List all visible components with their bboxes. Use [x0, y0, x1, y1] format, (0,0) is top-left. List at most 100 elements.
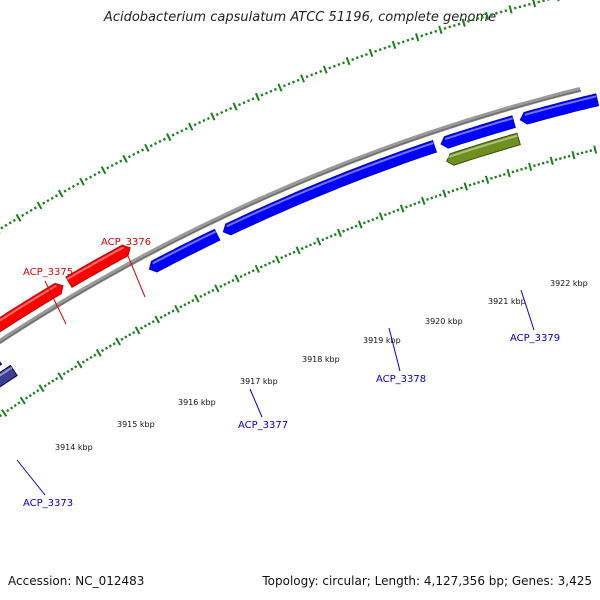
minor-tick — [143, 324, 147, 328]
major-tick — [79, 177, 85, 186]
major-tick — [421, 196, 426, 206]
backbone-shadow — [0, 89, 581, 344]
scale-label: 3919 kbp — [363, 336, 401, 345]
minor-tick — [355, 56, 359, 60]
minor-tick — [247, 271, 251, 275]
minor-tick — [313, 241, 317, 245]
minor-tick — [447, 190, 451, 194]
minor-tick — [247, 99, 250, 103]
minor-tick — [448, 25, 452, 29]
gene-acp3379a — [440, 115, 516, 149]
minor-tick — [559, 157, 562, 160]
minor-tick — [321, 238, 325, 242]
gene-label: ACP_3378 — [376, 374, 426, 385]
minor-tick — [242, 101, 246, 105]
minor-tick — [108, 344, 112, 348]
major-tick — [378, 212, 384, 221]
gene-acp3373-body — [0, 361, 3, 366]
major-tick — [188, 122, 194, 131]
minor-tick — [481, 179, 485, 183]
minor-tick — [114, 161, 118, 165]
minor-tick — [12, 218, 16, 222]
minor-tick — [46, 199, 50, 203]
minor-tick — [106, 166, 110, 170]
major-tick — [57, 372, 64, 381]
gene-label-leader — [125, 250, 146, 298]
major-tick — [549, 156, 554, 165]
minor-tick — [97, 170, 101, 175]
minor-tick — [211, 288, 215, 292]
minor-tick — [251, 269, 255, 273]
minor-tick — [300, 247, 304, 251]
gene-acp3372 — [0, 364, 18, 388]
minor-tick — [388, 44, 391, 48]
gene-acp3378-body — [222, 139, 438, 236]
minor-tick — [310, 73, 314, 77]
minor-tick — [154, 141, 158, 146]
gene-acp3380-highlight — [524, 95, 597, 116]
minor-tick — [227, 280, 231, 284]
scale-label: 3921 kbp — [488, 297, 526, 306]
gene-label-leader — [249, 388, 263, 418]
major-tick — [15, 213, 22, 222]
minor-tick — [220, 110, 224, 115]
minor-tick — [179, 305, 183, 309]
minor-tick — [417, 200, 421, 204]
minor-tick — [167, 311, 171, 315]
minor-tick — [533, 164, 536, 168]
minor-tick — [401, 40, 405, 44]
major-tick — [1, 409, 8, 417]
minor-tick — [51, 379, 55, 383]
minor-tick — [84, 177, 88, 181]
gene-acp3378 — [222, 139, 438, 236]
minor-tick — [162, 137, 166, 141]
major-tick — [134, 326, 141, 335]
major-tick — [336, 228, 342, 237]
major-tick — [557, 0, 560, 2]
major-tick — [357, 220, 363, 229]
minor-tick — [89, 175, 93, 179]
minor-tick — [251, 97, 255, 101]
minor-tick — [139, 326, 144, 330]
minor-tick — [520, 167, 523, 171]
major-tick — [345, 57, 351, 66]
major-tick — [95, 348, 102, 357]
gene-label: ACP_3375 — [23, 267, 73, 278]
minor-tick — [546, 160, 549, 164]
major-tick — [36, 201, 43, 210]
minor-tick — [502, 172, 506, 176]
minor-tick — [426, 197, 429, 201]
minor-tick — [466, 19, 470, 23]
minor-tick — [494, 175, 498, 179]
gene-acp3376-highlight — [66, 246, 124, 280]
backbone-line — [0, 86, 582, 345]
minor-tick — [413, 202, 417, 206]
minor-tick — [537, 162, 541, 166]
minor-tick — [159, 315, 163, 319]
major-tick — [100, 166, 107, 175]
minor-tick — [171, 133, 175, 137]
minor-tick — [420, 34, 424, 38]
gene-label: ACP_3373 — [23, 498, 73, 509]
gene-label: ACP_3377 — [238, 420, 288, 431]
minor-tick — [70, 367, 74, 371]
minor-tick — [342, 229, 346, 233]
minor-tick — [29, 208, 33, 213]
minor-tick — [4, 223, 8, 227]
minor-tick — [476, 17, 480, 21]
major-tick — [508, 5, 513, 14]
minor-tick — [43, 384, 47, 388]
minor-tick — [396, 208, 400, 212]
minor-tick — [351, 57, 355, 61]
gene-acp3375-highlight — [0, 284, 57, 322]
minor-tick — [110, 164, 114, 168]
minor-tick — [36, 389, 40, 393]
minor-tick — [269, 89, 273, 93]
minor-tick — [287, 82, 291, 86]
major-tick — [485, 11, 490, 21]
major-tick — [57, 189, 64, 198]
minor-tick — [231, 278, 235, 283]
minor-tick — [404, 205, 408, 209]
gene-acp3380-body — [519, 93, 600, 125]
minor-tick — [513, 6, 517, 10]
